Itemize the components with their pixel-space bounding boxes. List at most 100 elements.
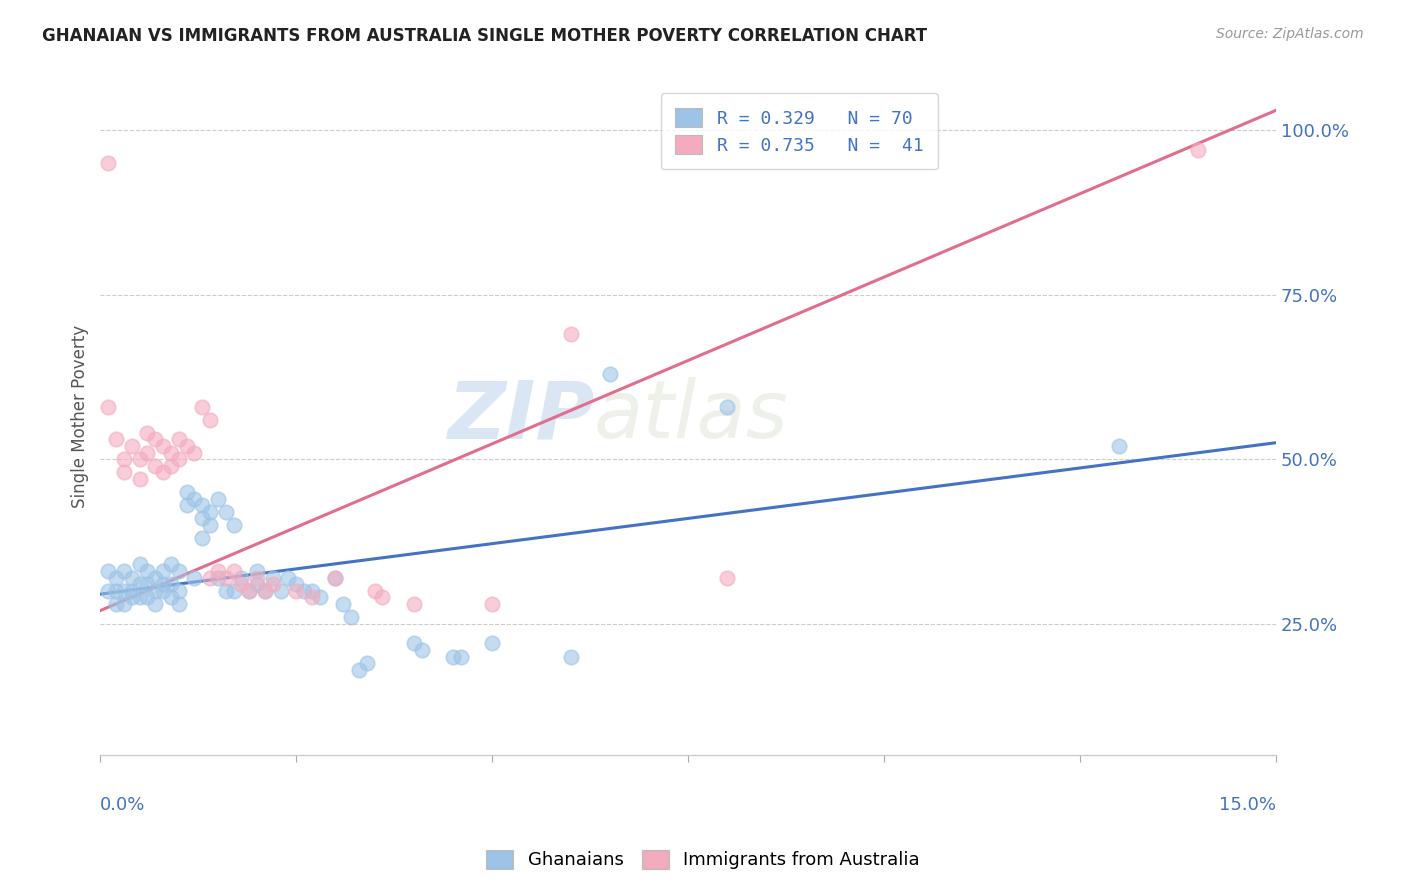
Point <box>167 433 190 447</box>
Point <box>121 583 143 598</box>
Point <box>128 577 150 591</box>
Point <box>277 571 299 585</box>
Point <box>121 571 143 585</box>
Point <box>450 649 472 664</box>
Point <box>112 564 135 578</box>
Point <box>198 412 221 426</box>
Point <box>198 518 221 533</box>
Point <box>1187 143 1209 157</box>
Point <box>332 597 354 611</box>
Point <box>246 564 269 578</box>
Point <box>160 445 183 459</box>
Point <box>198 571 221 585</box>
Point <box>105 583 128 598</box>
Point <box>152 466 174 480</box>
Text: GHANAIAN VS IMMIGRANTS FROM AUSTRALIA SINGLE MOTHER POVERTY CORRELATION CHART: GHANAIAN VS IMMIGRANTS FROM AUSTRALIA SI… <box>42 27 928 45</box>
Point <box>160 591 183 605</box>
Point <box>97 156 120 170</box>
Point <box>160 458 183 473</box>
Point <box>105 433 128 447</box>
Point <box>262 571 284 585</box>
Point <box>246 571 269 585</box>
Point <box>128 591 150 605</box>
Legend: Ghanaians, Immigrants from Australia: Ghanaians, Immigrants from Australia <box>477 840 929 879</box>
Point <box>97 400 120 414</box>
Point <box>347 663 370 677</box>
Point <box>325 571 347 585</box>
Point <box>222 583 245 598</box>
Point <box>143 583 166 598</box>
Point <box>222 564 245 578</box>
Point <box>325 571 347 585</box>
Point <box>411 643 433 657</box>
Point <box>1108 439 1130 453</box>
Point <box>183 445 205 459</box>
Point <box>152 577 174 591</box>
Point <box>231 577 253 591</box>
Point <box>599 367 621 381</box>
Point <box>167 564 190 578</box>
Point <box>253 583 276 598</box>
Point <box>105 571 128 585</box>
Point <box>222 518 245 533</box>
Point <box>402 636 425 650</box>
Point <box>152 564 174 578</box>
Point <box>253 583 276 598</box>
Point <box>128 452 150 467</box>
Point <box>112 466 135 480</box>
Point <box>191 400 214 414</box>
Point <box>560 327 582 342</box>
Point <box>112 597 135 611</box>
Point <box>363 583 385 598</box>
Point <box>143 597 166 611</box>
Point <box>441 649 464 664</box>
Point <box>301 591 323 605</box>
Point <box>191 531 214 545</box>
Text: 15.0%: 15.0% <box>1219 796 1277 814</box>
Point <box>112 452 135 467</box>
Point <box>716 571 738 585</box>
Y-axis label: Single Mother Poverty: Single Mother Poverty <box>72 325 89 508</box>
Point <box>371 591 394 605</box>
Point <box>97 583 120 598</box>
Point <box>215 505 238 519</box>
Legend: R = 0.329   N = 70, R = 0.735   N =  41: R = 0.329 N = 70, R = 0.735 N = 41 <box>661 94 938 169</box>
Point <box>183 491 205 506</box>
Point <box>207 491 229 506</box>
Point <box>176 439 198 453</box>
Point <box>128 558 150 572</box>
Point <box>143 433 166 447</box>
Point <box>285 583 308 598</box>
Point <box>97 564 120 578</box>
Point <box>183 571 205 585</box>
Point <box>215 571 238 585</box>
Point <box>481 636 503 650</box>
Point <box>292 583 315 598</box>
Point <box>191 498 214 512</box>
Point <box>215 583 238 598</box>
Text: ZIP: ZIP <box>447 377 595 456</box>
Point <box>136 425 159 440</box>
Point <box>160 577 183 591</box>
Point <box>231 571 253 585</box>
Point <box>198 505 221 519</box>
Point <box>112 583 135 598</box>
Point <box>301 583 323 598</box>
Point <box>262 577 284 591</box>
Point <box>207 564 229 578</box>
Point <box>152 583 174 598</box>
Point <box>207 571 229 585</box>
Point <box>356 657 378 671</box>
Point <box>191 511 214 525</box>
Point <box>128 472 150 486</box>
Point <box>716 400 738 414</box>
Point <box>121 591 143 605</box>
Point <box>481 597 503 611</box>
Point <box>136 577 159 591</box>
Point <box>560 649 582 664</box>
Point <box>402 597 425 611</box>
Point <box>176 485 198 500</box>
Point <box>136 445 159 459</box>
Point <box>105 597 128 611</box>
Point <box>308 591 330 605</box>
